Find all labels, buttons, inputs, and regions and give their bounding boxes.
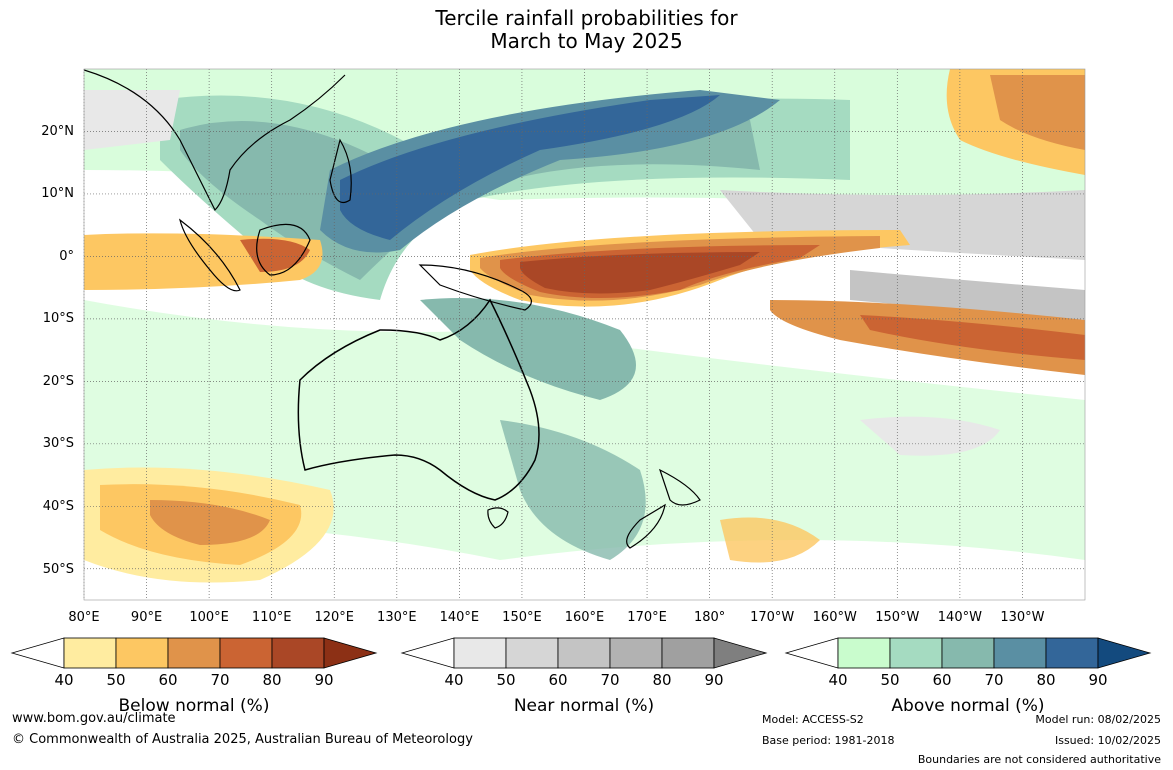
footer-url: www.bom.gov.au/climate (12, 711, 176, 726)
lon-label: 170°E (627, 610, 667, 625)
footer-copyright: © Commonwealth of Australia 2025, Austra… (12, 732, 473, 747)
footer-model-run: Model run: 08/02/2025 (1035, 713, 1161, 726)
colorbar-segment (167, 637, 221, 669)
nz-south-island (626, 503, 666, 549)
colorbar-tick: 60 (158, 671, 178, 689)
lat-label: 20°N (41, 124, 74, 139)
colorbar-segment (661, 637, 715, 669)
colorbar-high-triangle (323, 637, 378, 669)
colorbar-tick: 40 (444, 671, 464, 689)
tasmania-outline (487, 507, 509, 529)
philippines-outline (329, 138, 352, 204)
lon-label: 110°E (251, 610, 292, 625)
colorbar-segment (453, 637, 507, 669)
colorbar-segment (505, 637, 559, 669)
colorbar-tick: 60 (932, 671, 952, 689)
lon-label: 140°W (937, 610, 982, 625)
nz-north-island (658, 468, 701, 506)
lon-label: 150°W (875, 610, 920, 625)
colorbar-tick: 90 (1088, 671, 1108, 689)
lon-label: 170°W (750, 610, 795, 625)
new-guinea-outline (418, 264, 532, 311)
colorbar-low-triangle (10, 637, 65, 669)
lon-label: 140°E (439, 610, 480, 625)
colorbar-high-triangle (1097, 637, 1152, 669)
australia-outline (297, 298, 540, 501)
lon-label: 150°E (502, 610, 542, 625)
lat-label: 50°S (42, 562, 74, 577)
map-gridlines (83, 69, 1085, 600)
colorbar-low-triangle (784, 637, 839, 669)
lon-label: 80°E (68, 610, 100, 625)
colorbar-segment (993, 637, 1047, 669)
colorbar-segment (1045, 637, 1099, 669)
colorbar-segment (889, 637, 943, 669)
lon-label: 160°E (564, 610, 605, 625)
colorbar-segment (271, 637, 325, 669)
lon-label: 180° (693, 610, 726, 625)
lon-label: 130°W (1000, 610, 1045, 625)
colorbar-tick: 90 (704, 671, 724, 689)
probability-map (83, 68, 1086, 601)
lon-label: 130°E (377, 610, 417, 625)
colorbar-segment (609, 637, 663, 669)
colorbar-tick: 70 (210, 671, 230, 689)
colorbar-segment (219, 637, 273, 669)
lat-label: 30°S (42, 436, 74, 451)
lat-label: 20°S (42, 374, 74, 389)
colorbar-tick: 40 (828, 671, 848, 689)
colorbar-high-triangle (713, 637, 768, 669)
colorbars (10, 637, 1152, 669)
above-normal-label: Above normal (%) (891, 696, 1045, 716)
lon-label: 100°E (189, 610, 229, 625)
footer-disclaimer: Boundaries are not considered authoritat… (917, 753, 1161, 766)
chart-title-line1: Tercile rainfall probabilities for (435, 6, 738, 30)
colorbar-tick: 60 (548, 671, 568, 689)
colorbar-tick: 80 (652, 671, 672, 689)
lon-label: 120°E (314, 610, 355, 625)
lon-label: 160°W (812, 610, 857, 625)
lat-label: 10°N (41, 186, 74, 201)
lat-label: 40°S (42, 499, 74, 514)
colorbar-tick: 70 (600, 671, 620, 689)
colorbar-segment (115, 637, 169, 669)
footer-base-period: Base period: 1981-2018 (762, 734, 895, 747)
colorbar-low-triangle (400, 637, 455, 669)
colorbar-segment (941, 637, 995, 669)
colorbar-tick: 50 (496, 671, 516, 689)
colorbar-tick: 70 (984, 671, 1004, 689)
colorbar-tick: 50 (106, 671, 126, 689)
below-normal-label: Below normal (%) (118, 696, 270, 716)
colorbar-segment (63, 637, 117, 669)
footer-issued: Issued: 10/02/2025 (1054, 734, 1161, 747)
colorbar-tick: 80 (262, 671, 282, 689)
chart-title-line2: March to May 2025 (490, 29, 683, 53)
footer-model: Model: ACCESS-S2 (762, 713, 864, 726)
lat-label: 0° (59, 249, 74, 264)
colorbar-segment (837, 637, 891, 669)
colorbar-tick: 50 (880, 671, 900, 689)
map-field (84, 69, 1085, 600)
colorbar-tick: 40 (54, 671, 74, 689)
lon-label: 90°E (130, 610, 163, 625)
near-normal-label: Near normal (%) (513, 696, 655, 716)
colorbar-segment (557, 637, 611, 669)
lat-label: 10°S (42, 311, 74, 326)
colorbar-tick: 90 (314, 671, 334, 689)
colorbar-tick: 80 (1036, 671, 1056, 689)
